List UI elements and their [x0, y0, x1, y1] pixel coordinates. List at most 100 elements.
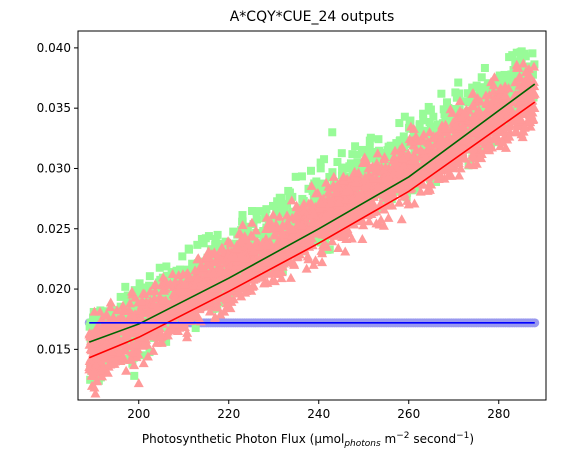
data-point	[211, 240, 220, 249]
data-point	[420, 126, 429, 135]
data-point	[343, 183, 354, 193]
data-point	[475, 86, 484, 95]
data-point	[246, 217, 257, 227]
data-point	[282, 210, 293, 220]
data-point	[400, 112, 409, 121]
data-point	[447, 142, 458, 152]
data-point	[379, 154, 390, 164]
data-point	[372, 148, 383, 158]
data-point	[87, 323, 96, 332]
data-point	[351, 142, 360, 151]
data-point	[405, 136, 416, 146]
data-point	[181, 314, 192, 324]
data-point	[97, 363, 108, 373]
data-point	[148, 345, 159, 355]
data-point	[299, 244, 310, 254]
data-point	[209, 247, 220, 257]
data-point	[488, 95, 499, 105]
data-point	[478, 110, 489, 120]
data-point	[390, 156, 401, 166]
data-point	[411, 144, 422, 154]
data-point	[357, 234, 368, 244]
data-point	[244, 260, 255, 270]
data-point	[144, 302, 155, 312]
data-point	[353, 150, 362, 159]
data-point	[276, 237, 287, 247]
data-point	[390, 175, 401, 185]
data-point	[91, 375, 102, 385]
data-point	[210, 276, 221, 286]
data-point	[90, 388, 101, 398]
data-point	[276, 273, 287, 283]
data-point	[143, 306, 154, 316]
data-point	[422, 184, 433, 194]
data-point	[415, 142, 424, 151]
data-point	[371, 218, 382, 228]
data-point	[235, 237, 246, 247]
data-point	[326, 196, 337, 206]
data-point	[105, 310, 114, 319]
data-point	[306, 198, 317, 208]
data-point	[429, 112, 438, 121]
data-point	[408, 154, 419, 164]
data-point	[209, 313, 220, 323]
y-axis: 0.015 0.020 0.025 0.030 0.035 0.040	[37, 41, 78, 356]
data-point	[133, 378, 144, 388]
data-point	[156, 337, 167, 347]
data-point	[518, 58, 529, 68]
data-point	[333, 242, 344, 252]
data-point	[152, 302, 163, 312]
data-point	[514, 71, 525, 81]
data-point	[384, 191, 395, 201]
data-point	[261, 257, 272, 267]
data-point	[215, 309, 226, 319]
data-point	[149, 292, 160, 302]
data-point	[203, 260, 214, 270]
data-point	[278, 258, 289, 268]
data-point	[240, 253, 251, 263]
data-point	[155, 263, 164, 272]
data-point	[445, 160, 456, 170]
data-point	[205, 306, 216, 316]
data-point	[392, 139, 401, 148]
data-point	[237, 220, 248, 230]
data-point	[225, 238, 236, 248]
data-point	[426, 105, 435, 114]
data-point	[399, 132, 408, 141]
data-point	[416, 135, 427, 145]
data-point	[454, 170, 465, 180]
data-point	[139, 351, 148, 360]
data-point	[504, 76, 513, 85]
data-point	[317, 185, 326, 194]
data-point	[477, 73, 486, 82]
data-point	[368, 150, 377, 159]
data-point	[425, 118, 434, 127]
scatter-layer	[84, 47, 540, 398]
data-point	[88, 366, 99, 376]
data-point	[285, 188, 294, 197]
data-point	[285, 194, 294, 203]
x-tick-label: 200	[127, 407, 150, 421]
data-point	[103, 361, 114, 371]
data-point	[217, 255, 228, 265]
data-point	[442, 98, 451, 107]
data-point	[177, 269, 188, 279]
data-point	[511, 125, 522, 135]
data-point	[338, 203, 349, 213]
data-point	[471, 158, 482, 168]
data-point	[199, 239, 208, 248]
data-point	[283, 249, 294, 259]
data-point	[467, 111, 478, 121]
data-point	[526, 109, 537, 119]
data-point	[285, 272, 296, 282]
data-point	[121, 326, 132, 336]
data-point	[368, 173, 379, 183]
data-point	[395, 119, 404, 128]
data-point	[395, 180, 406, 190]
data-point	[301, 229, 312, 239]
data-point	[330, 223, 341, 233]
data-point	[225, 280, 236, 290]
data-point	[193, 253, 204, 263]
data-point	[250, 262, 261, 272]
data-point	[208, 267, 219, 277]
